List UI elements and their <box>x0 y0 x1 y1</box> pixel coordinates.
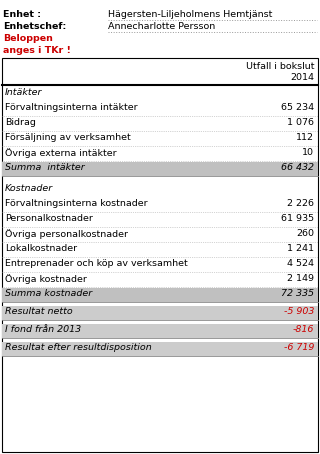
Text: 2014: 2014 <box>290 73 314 82</box>
FancyBboxPatch shape <box>2 162 318 176</box>
Text: anges i TKr !: anges i TKr ! <box>3 46 71 55</box>
Text: Entreprenader och köp av verksamhet: Entreprenader och köp av verksamhet <box>5 259 188 268</box>
Text: 2 149: 2 149 <box>287 274 314 283</box>
Text: Försäljning av verksamhet: Försäljning av verksamhet <box>5 133 131 142</box>
Text: Resultat efter resultdisposition: Resultat efter resultdisposition <box>5 343 152 352</box>
FancyBboxPatch shape <box>2 58 318 452</box>
Text: 72 335: 72 335 <box>281 289 314 298</box>
Text: 1 076: 1 076 <box>287 118 314 127</box>
FancyBboxPatch shape <box>2 324 318 338</box>
Text: I fond från 2013: I fond från 2013 <box>5 325 81 334</box>
FancyBboxPatch shape <box>2 342 318 356</box>
Text: -6 719: -6 719 <box>284 343 314 352</box>
Text: Kostnader: Kostnader <box>5 184 53 193</box>
Text: Hägersten-Liljeholmens Hemtjänst: Hägersten-Liljeholmens Hemtjänst <box>108 10 272 19</box>
Text: Bidrag: Bidrag <box>5 118 36 127</box>
FancyBboxPatch shape <box>2 306 318 320</box>
Text: Enhet :: Enhet : <box>3 10 41 19</box>
Text: 2 226: 2 226 <box>287 199 314 208</box>
Text: Lokalkostnader: Lokalkostnader <box>5 244 77 253</box>
Text: 66 432: 66 432 <box>281 163 314 172</box>
Text: Övriga externa intäkter: Övriga externa intäkter <box>5 148 116 158</box>
Text: Övriga personalkostnader: Övriga personalkostnader <box>5 229 128 239</box>
Text: Övriga kostnader: Övriga kostnader <box>5 274 87 284</box>
Text: 10: 10 <box>302 148 314 157</box>
Text: Förvaltningsinterna kostnader: Förvaltningsinterna kostnader <box>5 199 148 208</box>
Text: Enhetschef:: Enhetschef: <box>3 22 66 31</box>
Text: 260: 260 <box>296 229 314 238</box>
Text: -816: -816 <box>292 325 314 334</box>
Text: 112: 112 <box>296 133 314 142</box>
Text: Utfall i bokslut: Utfall i bokslut <box>245 62 314 71</box>
Text: Summa  intäkter: Summa intäkter <box>5 163 84 172</box>
Text: Förvaltningsinterna intäkter: Förvaltningsinterna intäkter <box>5 103 138 112</box>
Text: 65 234: 65 234 <box>281 103 314 112</box>
Text: -5 903: -5 903 <box>284 307 314 316</box>
Text: 1 241: 1 241 <box>287 244 314 253</box>
Text: 61 935: 61 935 <box>281 214 314 223</box>
Text: Summa kostnader: Summa kostnader <box>5 289 92 298</box>
Text: Annecharlotte Persson: Annecharlotte Persson <box>108 22 215 31</box>
FancyBboxPatch shape <box>2 288 318 302</box>
Text: Personalkostnader: Personalkostnader <box>5 214 93 223</box>
Text: Resultat netto: Resultat netto <box>5 307 73 316</box>
Text: 4 524: 4 524 <box>287 259 314 268</box>
Text: Beloppen: Beloppen <box>3 34 53 43</box>
Text: Intäkter: Intäkter <box>5 88 42 97</box>
